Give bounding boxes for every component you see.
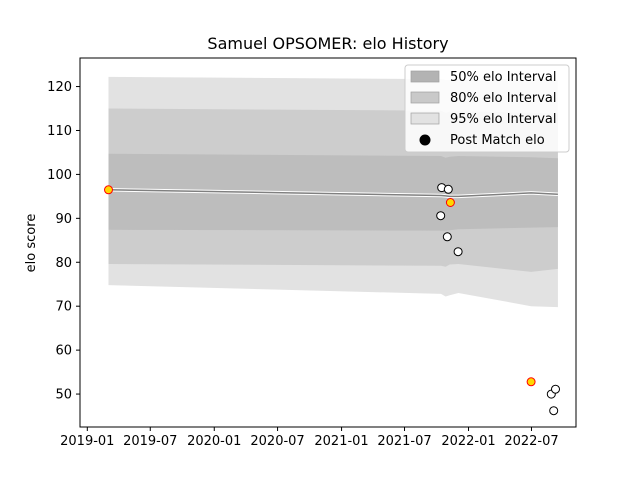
legend-swatch (410, 91, 440, 104)
legend-label: Post Match elo (450, 133, 545, 148)
mean-elo-line (108, 188, 558, 199)
x-tick-label: 2021-07 (377, 434, 431, 449)
y-tick-label: 50 (55, 388, 72, 403)
post-match-points (104, 183, 560, 416)
highlight-point (104, 185, 113, 195)
legend-swatch (410, 112, 440, 125)
x-tick-label: 2022-07 (504, 434, 558, 449)
highlight-point (445, 198, 455, 207)
legend: 50% elo Interval 80% elo Interval 95% elo … (404, 64, 570, 153)
mean-line (108, 189, 558, 198)
legend-label: 95% elo Interval (450, 112, 557, 127)
data-point (443, 184, 453, 194)
x-tick-label: 2021-01 (314, 434, 368, 449)
y-tick-label: 120 (47, 80, 72, 95)
y-axis-label: elo score (24, 214, 39, 273)
x-tick-label: 2020-07 (250, 434, 304, 449)
legend-swatch (410, 70, 440, 83)
y-tick-label: 60 (55, 344, 72, 359)
x-tick-label: 2019-07 (123, 434, 177, 449)
legend-label: 50% elo Interval (450, 70, 557, 85)
data-point (442, 232, 452, 242)
legend-label: 80% elo Interval (450, 91, 557, 106)
data-point (436, 211, 446, 221)
y-tick-label: 90 (55, 212, 72, 227)
x-tick-label: 2022-01 (441, 434, 495, 449)
highlight-point (526, 377, 536, 387)
y-tick-label: 80 (55, 256, 72, 271)
data-point (549, 406, 559, 416)
chart-title: Samuel OPSOMER: elo History (207, 34, 448, 53)
x-tick-label: 2020-01 (187, 434, 241, 449)
y-tick-label: 110 (47, 124, 72, 139)
data-point (551, 384, 560, 394)
y-tick-label: 70 (55, 300, 72, 315)
legend-box (404, 64, 570, 153)
x-tick-label: 2019-01 (60, 434, 114, 449)
legend-marker (419, 134, 431, 146)
data-point (453, 247, 463, 257)
y-tick-label: 100 (47, 168, 72, 183)
plot-frame (79, 57, 577, 428)
axes: 50 60 70 80 90 100 110 120 2019-01 2019-07 2020-01… (47, 57, 577, 449)
